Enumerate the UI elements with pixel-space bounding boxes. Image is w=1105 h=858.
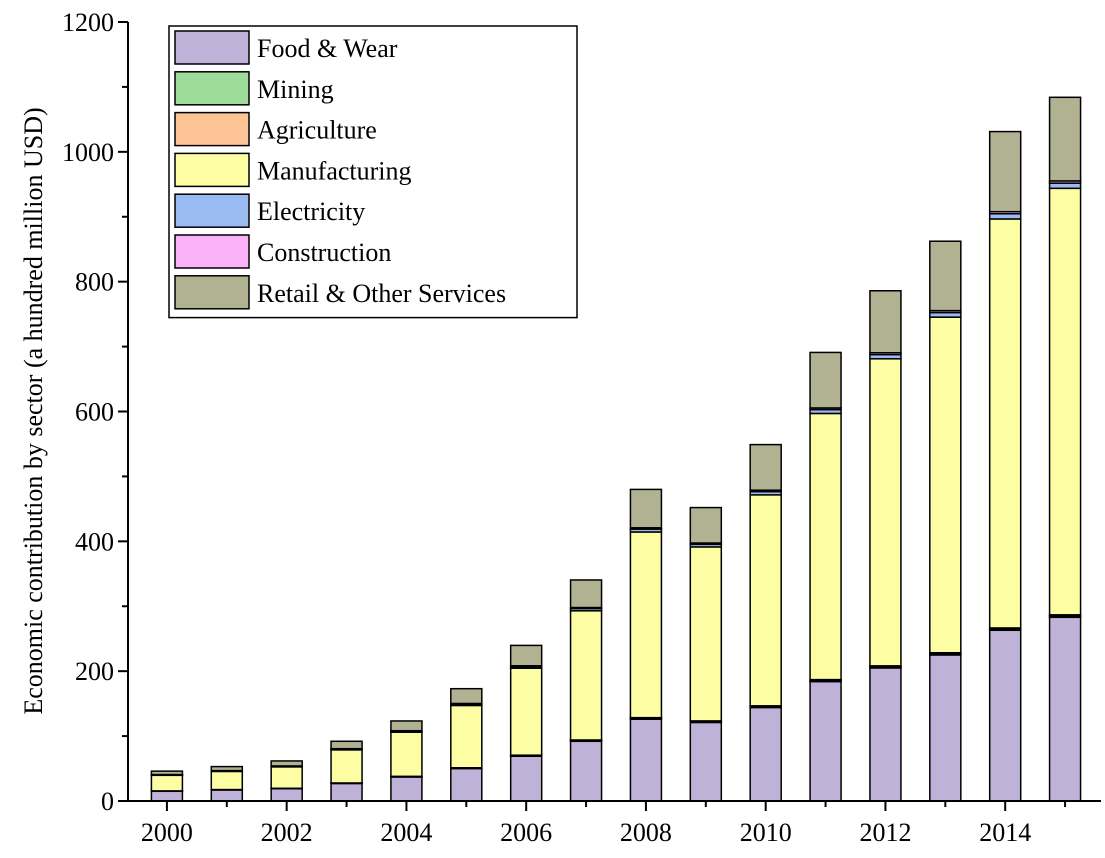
bar-segment-2015-manufacturing (1048, 187, 1082, 616)
bar-segment-2003-retail-other-services (330, 740, 363, 750)
y-tick-label: 600 (75, 398, 114, 427)
legend: Food & Wear Mining Agriculture Manufacturin… (168, 25, 578, 319)
bar-segment-2013-manufacturing (929, 316, 962, 654)
bar-segment-2006-manufacturing (509, 667, 543, 756)
bar-segment-2008-food-wear (629, 718, 663, 802)
bar-segment-2012-manufacturing (869, 358, 902, 667)
bar-segment-2004-manufacturing (390, 731, 423, 778)
bar-segment-2005-manufacturing (450, 704, 483, 769)
bar-segment-2002-manufacturing (270, 766, 303, 790)
bar-segment-2014-manufacturing (988, 218, 1022, 629)
bar-segment-2010-food-wear (749, 706, 782, 802)
bar-segment-2003-manufacturing (330, 749, 363, 784)
bar-segment-2000-food-wear (150, 790, 184, 802)
bar-segment-2004-food-wear (390, 776, 423, 802)
bar-segment-2014-retail-other-services (988, 130, 1022, 213)
x-tick-label: 2012 (859, 818, 911, 847)
bars-layer (150, 96, 1082, 802)
x-tick-label: 2002 (261, 818, 313, 847)
legend-swatch-electricity (174, 193, 250, 228)
bar-segment-2007-manufacturing (569, 610, 603, 741)
axes-layer: 0 200 400 600 800 1000 1200 2000 2002 2004 2006 200… (62, 8, 1101, 847)
bar-segment-2008-retail-other-services (629, 488, 663, 529)
bar-segment-2001-food-wear (210, 789, 244, 802)
bar-segment-2014-electricity (988, 213, 1022, 220)
y-axis-label: Economic contribution by sector (a hundr… (19, 107, 48, 714)
legend-swatch-agriculture (174, 111, 250, 147)
legend-label: Manufacturing (257, 156, 412, 185)
bar-segment-2013-retail-other-services (929, 240, 962, 312)
bar-segment-2003-food-wear (330, 782, 363, 802)
y-tick-label: 0 (101, 787, 114, 816)
bar-segment-2011-retail-other-services (809, 351, 842, 409)
bar-segment-2012-food-wear (869, 667, 902, 802)
legend-swatch-manufacturing (174, 152, 250, 188)
legend-swatch-retail-other-services (174, 275, 250, 310)
bar-segment-2015-retail-other-services (1048, 96, 1082, 182)
bar-segment-2010-retail-other-services (749, 443, 782, 491)
y-tick-label: 1200 (62, 8, 114, 37)
legend-label: Food & Wear (257, 34, 398, 63)
bar-segment-2007-retail-other-services (569, 579, 603, 609)
bar-segment-2008-manufacturing (629, 531, 663, 719)
bar-segment-2007-food-wear (569, 740, 603, 802)
legend-label: Electricity (257, 197, 365, 226)
bar-segment-2015-food-wear (1048, 616, 1082, 802)
bar-segment-2012-retail-other-services (869, 290, 902, 354)
bar-segment-2001-manufacturing (210, 770, 244, 791)
bar-segment-2014-food-wear (988, 629, 1022, 802)
y-tick-label: 1000 (62, 138, 114, 167)
legend-label: Construction (257, 238, 391, 267)
legend-swatch-food-wear (174, 30, 250, 65)
x-tick-label: 2008 (620, 818, 672, 847)
y-tick-label: 800 (75, 268, 114, 297)
legend-label: Retail & Other Services (257, 279, 506, 308)
bar-segment-2000-retail-other-services (150, 770, 184, 776)
legend-swatch-construction (174, 234, 250, 269)
bar-segment-2011-manufacturing (809, 412, 842, 681)
x-tick-label: 2014 (979, 818, 1031, 847)
x-tick-label: 2010 (740, 818, 792, 847)
bar-segment-2011-food-wear (809, 680, 842, 802)
bar-segment-2002-food-wear (270, 787, 303, 802)
bar-segment-2004-retail-other-services (390, 720, 423, 732)
legend-swatch-mining (174, 71, 250, 106)
bar-segment-2000-manufacturing (150, 774, 184, 792)
y-tick-label: 400 (75, 527, 114, 556)
legend-label: Agriculture (257, 116, 377, 145)
bar-segment-2001-retail-other-services (210, 765, 244, 772)
x-tick-label: 2000 (141, 818, 193, 847)
bar-segment-2009-retail-other-services (689, 506, 723, 544)
bar-segment-2015-electricity (1048, 182, 1082, 190)
x-tick-label: 2006 (500, 818, 552, 847)
bar-segment-2013-food-wear (929, 654, 962, 802)
bar-segment-2006-retail-other-services (509, 644, 543, 667)
bar-segment-2009-manufacturing (689, 546, 723, 722)
x-tick-label: 2004 (380, 818, 432, 847)
y-tick-label: 200 (75, 657, 114, 686)
bar-segment-2009-food-wear (689, 721, 723, 802)
bar-segment-2002-retail-other-services (270, 760, 303, 767)
bar-segment-2005-retail-other-services (450, 687, 483, 705)
bar-segment-2005-food-wear (450, 767, 483, 802)
legend-label: Mining (257, 75, 334, 104)
bar-segment-2006-food-wear (509, 755, 543, 802)
bar-segment-2010-manufacturing (749, 494, 782, 707)
